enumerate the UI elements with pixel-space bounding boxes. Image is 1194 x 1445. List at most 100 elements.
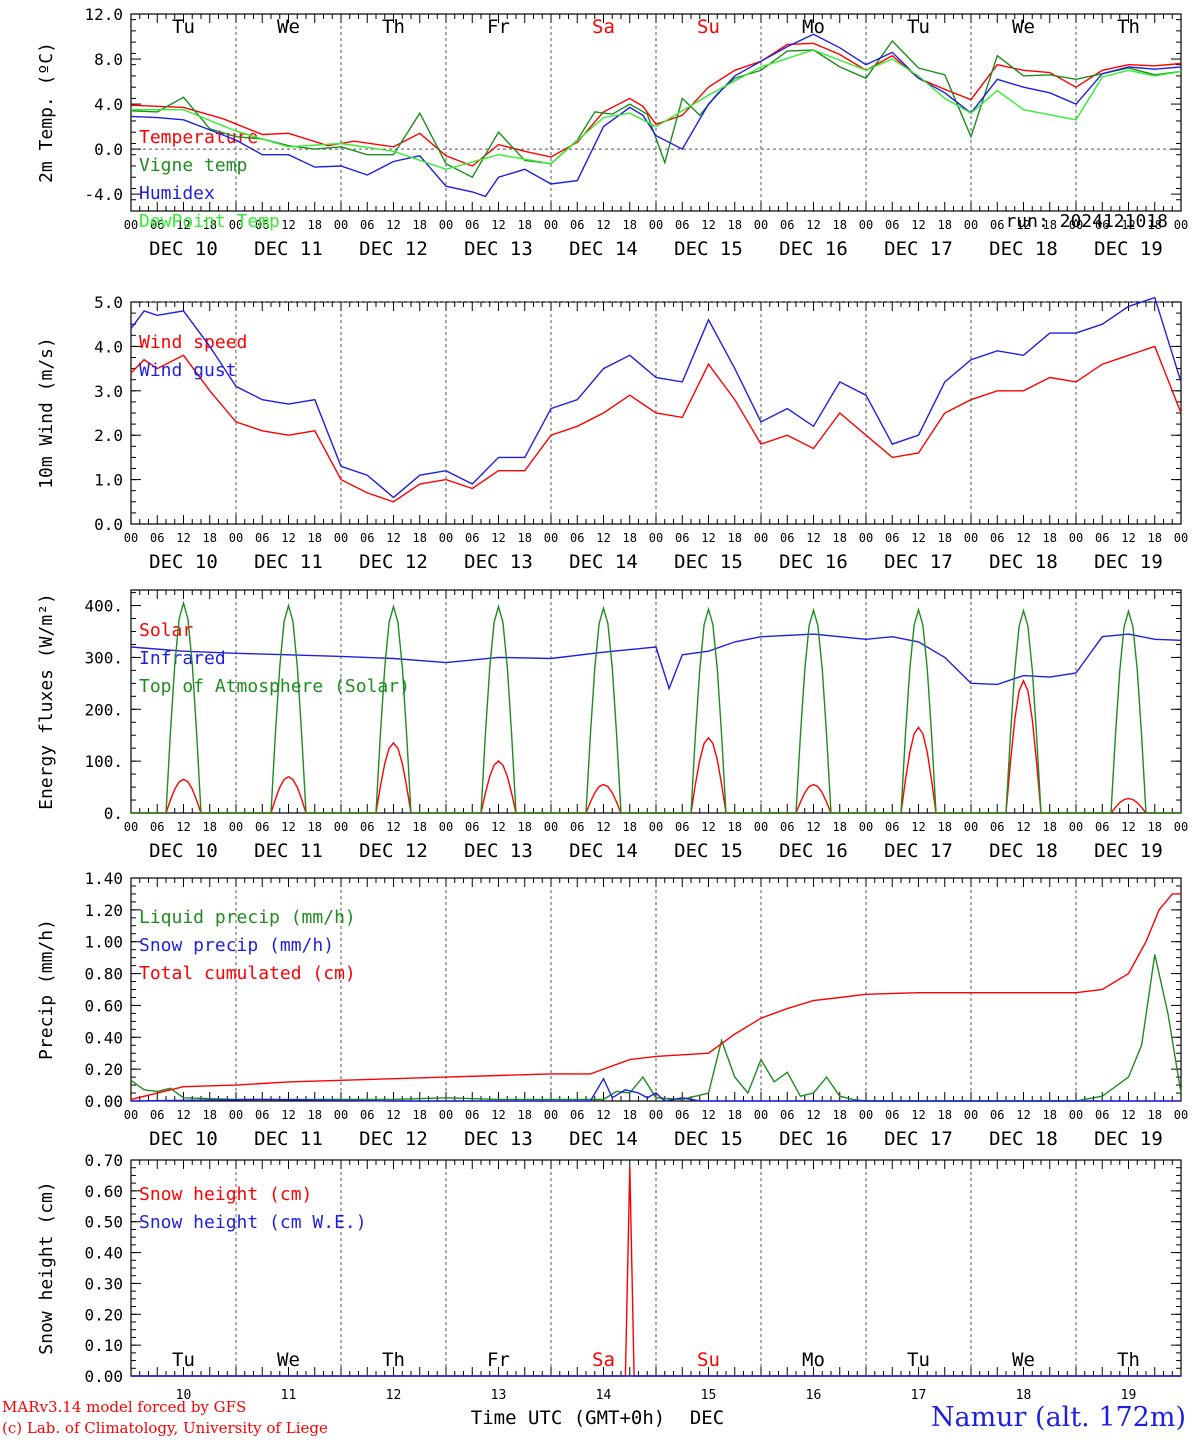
- x-hour-label: 12: [1121, 531, 1135, 545]
- day-of-week-bottom: We: [277, 1349, 300, 1371]
- x-hour-label: 06: [570, 820, 584, 834]
- x-hour-label: 00: [229, 1108, 243, 1122]
- x-hour-label: 18: [1043, 531, 1057, 545]
- day-of-week-top: Tu: [172, 16, 195, 38]
- day-of-week-bottom: Fr: [487, 1349, 510, 1371]
- x-date-label: DEC 15: [674, 238, 743, 260]
- legend-entry: DewPoint Temp: [139, 211, 280, 232]
- y-tick-label: 0.40: [84, 1028, 123, 1047]
- x-hour-label: 12: [1121, 1108, 1135, 1122]
- x-date-label: DEC 12: [359, 1128, 428, 1150]
- day-of-week-bottom: Tu: [907, 1349, 930, 1371]
- y-axis-label: Precip (mm/h): [36, 919, 57, 1060]
- x-hour-label: 06: [675, 1108, 689, 1122]
- x-date-label: DEC 18: [989, 551, 1058, 573]
- x-date-label: DEC 11: [254, 551, 323, 573]
- x-hour-label: 12: [491, 1108, 505, 1122]
- bottom-day-number: 17: [911, 1388, 927, 1403]
- x-hour-label: 00: [1069, 1108, 1083, 1122]
- x-hour-label: 06: [360, 531, 374, 545]
- x-hour-label: 00: [334, 820, 348, 834]
- day-of-week-top: Fr: [487, 16, 510, 38]
- x-hour-label: 00: [334, 218, 348, 232]
- x-hour-label: 18: [728, 218, 742, 232]
- x-date-label: DEC 14: [569, 840, 638, 862]
- x-hour-label: 18: [203, 1108, 217, 1122]
- x-hour-label: 12: [281, 1108, 295, 1122]
- x-hour-label: 12: [806, 531, 820, 545]
- bottom-day-number: 16: [806, 1388, 822, 1403]
- y-tick-label: 0.30: [84, 1274, 123, 1293]
- legend-entry: Solar: [139, 620, 193, 641]
- x-hour-label: 12: [281, 531, 295, 545]
- x-date-label: DEC 15: [674, 840, 743, 862]
- x-hour-label: 00: [859, 531, 873, 545]
- x-date-label: DEC 19: [1094, 1128, 1163, 1150]
- x-hour-label: 12: [596, 531, 610, 545]
- x-hour-label: 18: [518, 820, 532, 834]
- x-date-label: DEC 15: [674, 551, 743, 573]
- x-hour-label: 00: [859, 218, 873, 232]
- x-hour-label: 12: [386, 531, 400, 545]
- day-of-week-top: Th: [382, 16, 405, 38]
- legend-entry: Snow height (cm): [139, 1184, 312, 1205]
- x-hour-label: 06: [255, 218, 269, 232]
- x-hour-label: 18: [728, 820, 742, 834]
- y-axis-label: 10m Wind (m/s): [36, 337, 57, 489]
- legend-entry: Humidex: [139, 183, 215, 204]
- x-hour-label: 12: [386, 1108, 400, 1122]
- x-hour-label: 06: [675, 820, 689, 834]
- legend-entry: Vigne temp: [139, 155, 247, 176]
- x-hour-label: 00: [544, 1108, 558, 1122]
- x-hour-label: 00: [439, 531, 453, 545]
- x-hour-label: 18: [308, 1108, 322, 1122]
- x-hour-label: 18: [1148, 820, 1162, 834]
- legend-entry: Top of Atmosphere (Solar): [139, 676, 410, 697]
- lab-credit: (c) Lab. of Climatology, University of L…: [2, 1419, 328, 1437]
- x-date-label: DEC 12: [359, 840, 428, 862]
- day-of-week-bottom: Th: [382, 1349, 405, 1371]
- x-date-label: DEC 18: [989, 840, 1058, 862]
- x-hour-label: 00: [859, 820, 873, 834]
- x-hour-label: 18: [308, 218, 322, 232]
- x-hour-label: 00: [859, 1108, 873, 1122]
- run-label: run: 2024121018: [1005, 211, 1168, 232]
- y-tick-label: 300.: [84, 648, 123, 667]
- x-hour-label: 18: [938, 1108, 952, 1122]
- x-date-label: DEC 13: [464, 238, 533, 260]
- x-date-label: DEC 11: [254, 238, 323, 260]
- x-hour-label: 12: [386, 218, 400, 232]
- y-tick-label: 200.: [84, 700, 123, 719]
- y-tick-label: 0.10: [84, 1336, 123, 1355]
- bottom-day-number: 11: [281, 1388, 297, 1403]
- day-of-week-top: We: [277, 16, 300, 38]
- x-date-label: DEC 13: [464, 551, 533, 573]
- y-tick-label: 1.0: [94, 471, 123, 490]
- x-date-label: DEC 12: [359, 238, 428, 260]
- x-date-label: DEC 17: [884, 1128, 953, 1150]
- x-hour-label: 06: [1095, 531, 1109, 545]
- x-hour-label: 00: [754, 1108, 768, 1122]
- series-line-energy-1: [130, 633, 1182, 691]
- x-hour-label: 00: [964, 1108, 978, 1122]
- x-hour-label: 00: [1069, 820, 1083, 834]
- x-date-label: DEC 15: [674, 1128, 743, 1150]
- y-tick-label: -4.0: [84, 185, 123, 204]
- x-hour-label: 06: [570, 531, 584, 545]
- bottom-day-number: 18: [1016, 1388, 1032, 1403]
- bottom-day-number: 13: [491, 1388, 507, 1403]
- series-line-temp-2: [130, 33, 1182, 198]
- x-hour-label: 18: [1148, 218, 1162, 232]
- x-hour-label: 12: [491, 820, 505, 834]
- y-tick-label: 4.0: [94, 337, 123, 356]
- y-tick-label: 0.20: [84, 1305, 123, 1324]
- y-tick-label: 1.40: [84, 869, 123, 888]
- x-hour-label: 00: [334, 531, 348, 545]
- x-hour-label: 18: [833, 820, 847, 834]
- x-hour-label: 00: [649, 1108, 663, 1122]
- bottom-day-number: 10: [176, 1388, 192, 1403]
- x-hour-label: 18: [203, 218, 217, 232]
- x-hour-label: 18: [1043, 218, 1057, 232]
- x-hour-label: 18: [623, 218, 637, 232]
